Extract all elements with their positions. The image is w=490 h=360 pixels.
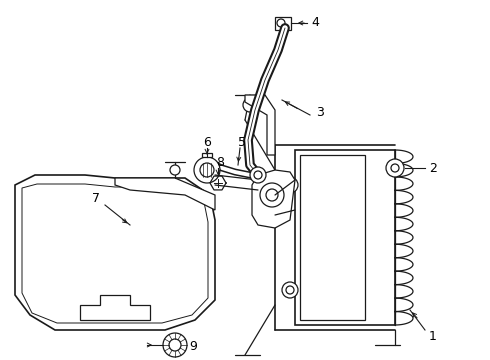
Text: 1: 1 bbox=[429, 329, 437, 342]
Polygon shape bbox=[275, 17, 291, 30]
Circle shape bbox=[286, 286, 294, 294]
Circle shape bbox=[163, 333, 187, 357]
Text: 5: 5 bbox=[238, 136, 246, 149]
Circle shape bbox=[391, 164, 399, 172]
Circle shape bbox=[170, 165, 180, 175]
Circle shape bbox=[169, 339, 181, 351]
Circle shape bbox=[254, 171, 262, 179]
Circle shape bbox=[282, 282, 298, 298]
Polygon shape bbox=[80, 295, 150, 320]
Polygon shape bbox=[202, 153, 212, 157]
Circle shape bbox=[282, 177, 298, 193]
Text: 8: 8 bbox=[216, 157, 224, 170]
Circle shape bbox=[266, 189, 278, 201]
Polygon shape bbox=[245, 95, 275, 155]
Text: 9: 9 bbox=[189, 341, 197, 354]
Text: 2: 2 bbox=[429, 162, 437, 175]
Text: 4: 4 bbox=[311, 17, 319, 30]
Circle shape bbox=[286, 181, 294, 189]
Polygon shape bbox=[115, 178, 215, 210]
Circle shape bbox=[243, 98, 257, 112]
Text: 7: 7 bbox=[92, 192, 100, 204]
Circle shape bbox=[260, 183, 284, 207]
Text: 6: 6 bbox=[203, 135, 211, 148]
Polygon shape bbox=[295, 150, 395, 325]
Polygon shape bbox=[300, 155, 365, 320]
Circle shape bbox=[194, 157, 220, 183]
Polygon shape bbox=[252, 170, 295, 228]
Polygon shape bbox=[15, 175, 215, 330]
Circle shape bbox=[386, 159, 404, 177]
Circle shape bbox=[250, 167, 266, 183]
Text: 3: 3 bbox=[316, 107, 324, 120]
Circle shape bbox=[200, 163, 214, 177]
Circle shape bbox=[277, 19, 285, 27]
